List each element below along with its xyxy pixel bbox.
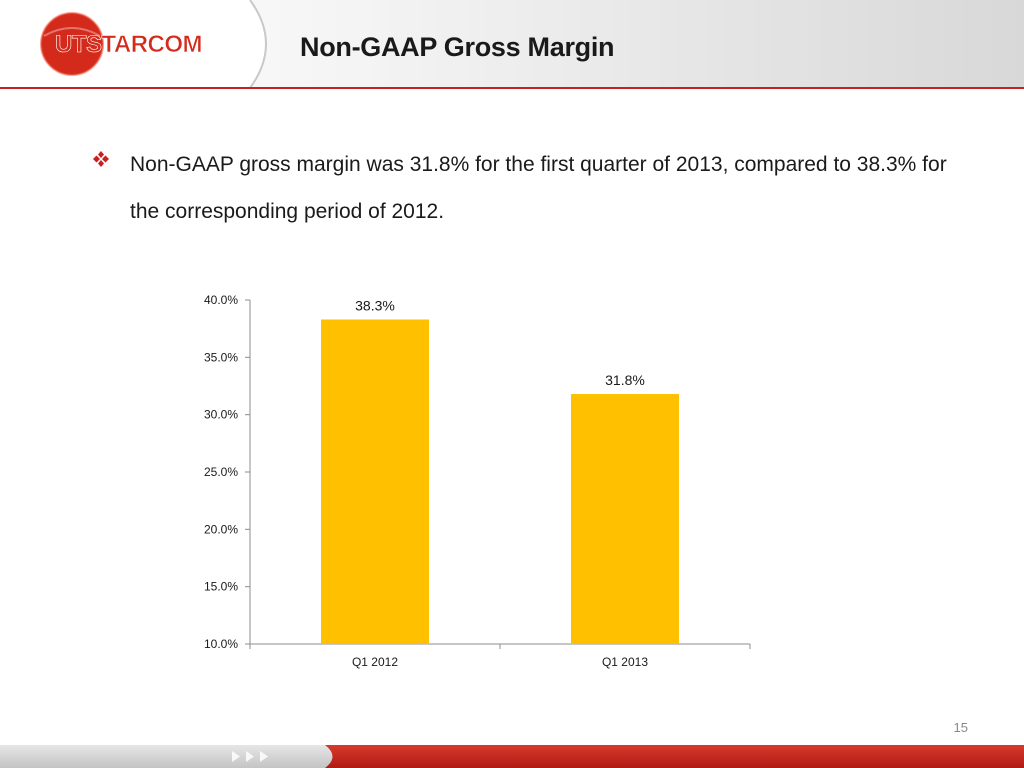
diamond-bullet-icon xyxy=(93,151,109,167)
header-divider xyxy=(0,87,1024,89)
slide-header: UTSTARCOM Non-GAAP Gross Margin xyxy=(0,0,1024,88)
y-tick-label: 25.0% xyxy=(204,465,238,479)
footer-bar xyxy=(0,745,1024,768)
y-axis: 10.0% 15.0% 20.0% 25.0% 30.0% 35.0% 40.0% xyxy=(204,293,251,651)
utstarcom-logo: UTSTARCOM xyxy=(0,0,267,88)
y-tick-label: 10.0% xyxy=(204,637,238,651)
page-number: 15 xyxy=(953,720,968,735)
footer-arrows-icon xyxy=(232,751,268,762)
y-tick-label: 15.0% xyxy=(204,580,238,594)
x-tick-label: Q1 2013 xyxy=(602,655,648,669)
data-label: 38.3% xyxy=(355,297,395,313)
y-tick-label: 30.0% xyxy=(204,408,238,422)
bar-2 xyxy=(571,394,679,644)
data-labels: 38.3% 31.8% xyxy=(355,297,645,388)
x-tick-label: Q1 2012 xyxy=(352,655,398,669)
bars xyxy=(321,319,679,644)
page-title: Non-GAAP Gross Margin xyxy=(300,32,615,62)
x-axis: Q1 2012 Q1 2013 xyxy=(249,643,751,669)
data-label: 31.8% xyxy=(605,372,645,388)
logo-text: UTSTARCOM xyxy=(55,31,202,58)
logo-circle-icon xyxy=(41,13,103,75)
bar-1 xyxy=(321,319,429,644)
y-tick-label: 20.0% xyxy=(204,522,238,536)
summary-text: Non-GAAP gross margin was 31.8% for the … xyxy=(130,153,947,223)
y-tick-label: 40.0% xyxy=(204,293,238,307)
logo-panel: UTSTARCOM xyxy=(0,0,285,88)
y-tick-label: 35.0% xyxy=(204,350,238,364)
